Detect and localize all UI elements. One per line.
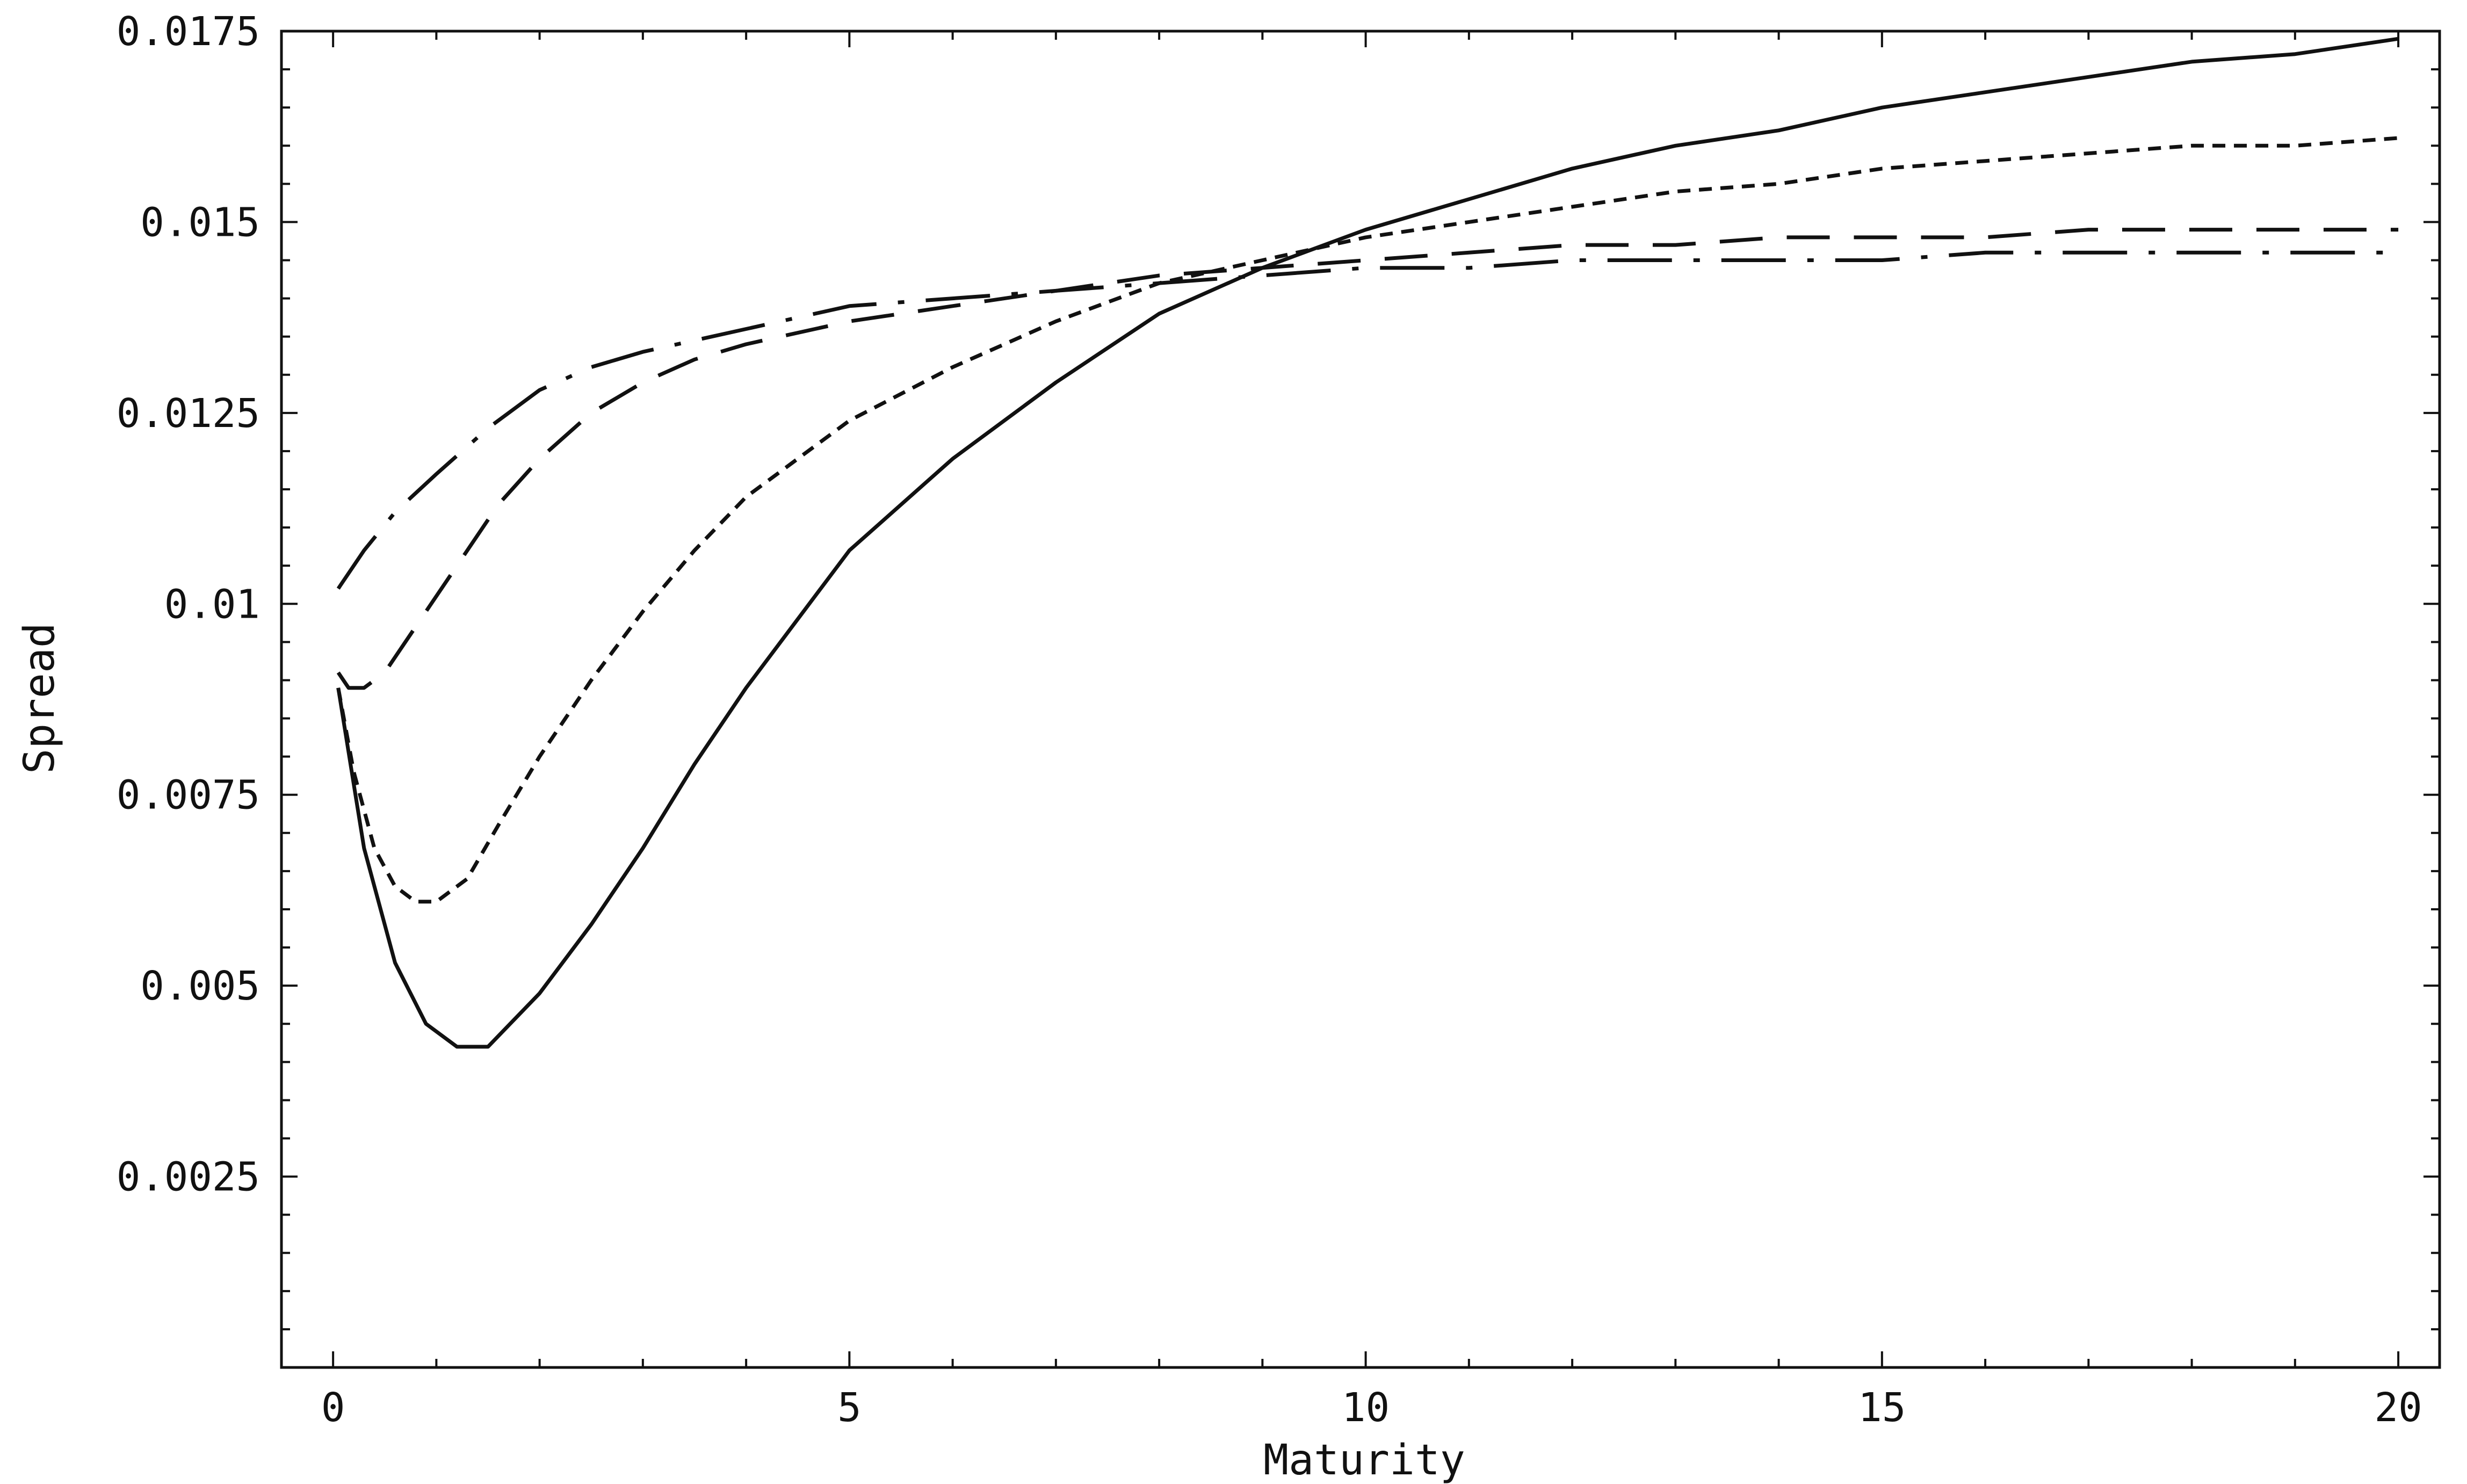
y-tick-label: 0.0175 xyxy=(117,9,260,55)
x-tick-label: 20 xyxy=(2375,1385,2422,1431)
series-layer xyxy=(336,37,2399,1049)
x-axis-label: Maturity xyxy=(1263,1436,1465,1484)
series-line-dash-dot xyxy=(336,250,2399,590)
y-tick-label: 0.0075 xyxy=(117,772,260,819)
x-tick-label: 5 xyxy=(837,1385,862,1431)
plot-frame xyxy=(280,30,2441,1369)
y-tick-label: 0.0025 xyxy=(117,1154,260,1200)
y-tick-label: 0.01 xyxy=(164,581,260,627)
x-tick-label: 15 xyxy=(1858,1385,1906,1431)
series-line-solid xyxy=(336,37,2399,1049)
x-tick-label: 0 xyxy=(321,1385,345,1431)
y-axis-ticks: 0.0025 0.005 0.0075 0.01 0.0125 0.015 0.0175 xyxy=(117,9,2440,1330)
y-tick-label: 0.015 xyxy=(140,199,260,245)
y-tick-label: 0.0125 xyxy=(117,390,260,437)
series-line-dashed xyxy=(336,228,2399,690)
series-line-dotted xyxy=(336,136,2399,904)
y-tick-label: 0.005 xyxy=(140,963,260,1009)
x-tick-label: 10 xyxy=(1342,1385,1390,1431)
y-axis-label: Spread xyxy=(16,622,64,774)
x-axis-ticks: 0 5 10 15 20 xyxy=(321,31,2422,1431)
